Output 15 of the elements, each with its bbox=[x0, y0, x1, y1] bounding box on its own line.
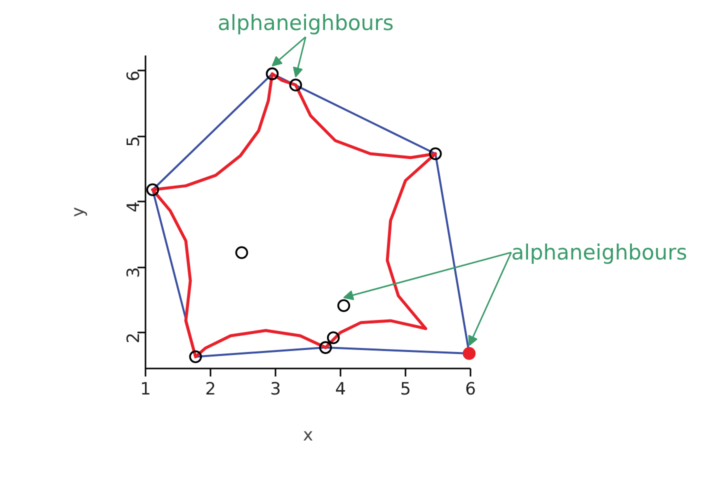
y-tick-label: 6 bbox=[124, 70, 144, 82]
x-tick-label: 4 bbox=[335, 380, 346, 400]
y-tick-label: 2 bbox=[124, 332, 144, 344]
annotation: alphaneighbours bbox=[511, 240, 688, 264]
y-tick-label: 3 bbox=[124, 266, 144, 278]
annotation: alphaneighbours bbox=[218, 10, 394, 35]
x-tick-label: 3 bbox=[270, 380, 281, 400]
y-tick-label: 4 bbox=[124, 202, 144, 212]
y-tick-label: 5 bbox=[124, 136, 144, 147]
x-tick-label: 2 bbox=[205, 380, 216, 400]
y-axis-title: y bbox=[68, 206, 88, 218]
x-tick-label: 6 bbox=[465, 380, 476, 400]
x-axis-title: x bbox=[302, 426, 314, 446]
x-tick-label: 1 bbox=[140, 380, 151, 400]
x-tick-label: 5 bbox=[400, 380, 411, 400]
